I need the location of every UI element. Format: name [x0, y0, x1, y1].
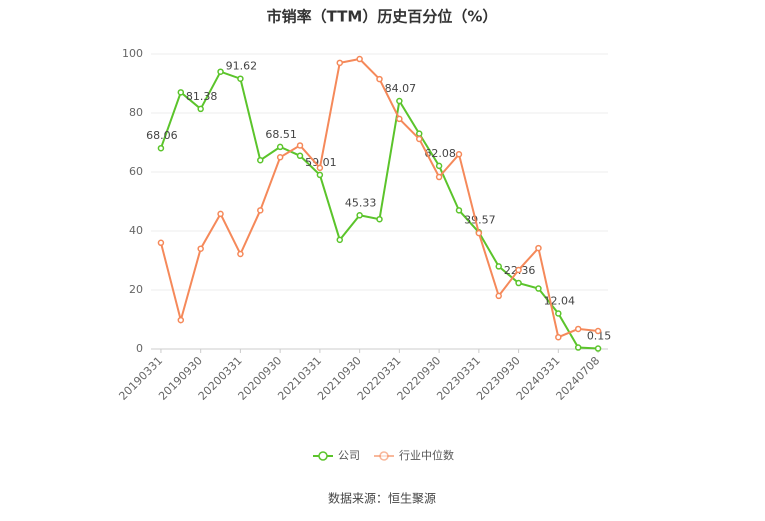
data-label: 62.08 [424, 147, 456, 160]
point [356, 55, 363, 63]
point [296, 152, 304, 160]
point [237, 250, 244, 258]
point [376, 215, 383, 223]
point [555, 310, 562, 317]
point [217, 210, 224, 218]
point [276, 154, 284, 161]
x-tick-label: 20240708 [554, 354, 603, 403]
point [237, 75, 244, 82]
data-label: 39.57 [464, 213, 496, 226]
legend-label: 公司 [338, 449, 360, 462]
point [475, 229, 483, 237]
point [495, 292, 502, 300]
point [515, 266, 522, 274]
point [574, 325, 582, 333]
point [435, 162, 443, 170]
point [276, 143, 284, 151]
y-tick-label: 40 [129, 224, 143, 237]
point [217, 68, 224, 75]
point [455, 207, 463, 214]
y-tick-label: 20 [129, 283, 143, 296]
point [336, 59, 344, 67]
point [296, 142, 304, 149]
point [356, 212, 363, 219]
point [316, 171, 324, 179]
y-tick-label: 0 [136, 342, 143, 355]
point [574, 344, 582, 351]
point [495, 263, 502, 270]
data-label: 0.15 [587, 330, 612, 343]
data-label: 68.06 [146, 129, 178, 142]
point [197, 105, 204, 113]
legend-marker [318, 451, 328, 461]
point [594, 345, 602, 352]
point [257, 207, 264, 214]
point [535, 244, 542, 252]
point [316, 164, 324, 172]
source: 数据来源：恒生聚源 [328, 491, 436, 506]
point [336, 236, 344, 244]
data-label: 81.38 [186, 90, 218, 103]
point [415, 135, 423, 143]
chart-title: 市销率（TTM）历史百分位（%） [267, 8, 498, 26]
point [177, 316, 185, 324]
data-label: 91.62 [226, 60, 258, 73]
point [257, 156, 264, 164]
y-tick-label: 100 [122, 47, 143, 60]
point [594, 327, 602, 335]
legend-item: 行业中位数 [374, 448, 454, 462]
point [197, 245, 204, 252]
point [157, 144, 165, 152]
point [535, 285, 542, 292]
data-label: 68.51 [265, 128, 297, 141]
point [396, 97, 403, 105]
data-label: 84.07 [385, 82, 417, 95]
data-label: 45.33 [345, 196, 377, 209]
point [415, 130, 423, 137]
point [555, 333, 562, 341]
y-tick-label: 80 [129, 106, 143, 119]
point [435, 173, 443, 181]
point [515, 279, 522, 287]
y-tick-label: 60 [129, 165, 143, 178]
legend-marker [379, 451, 389, 461]
point [396, 115, 403, 123]
point [455, 151, 463, 158]
point [177, 89, 185, 96]
series-line [159, 57, 599, 339]
legend-label: 行业中位数 [399, 448, 454, 462]
point [376, 75, 383, 83]
point [157, 239, 165, 247]
legend-item: 公司 [313, 449, 360, 462]
